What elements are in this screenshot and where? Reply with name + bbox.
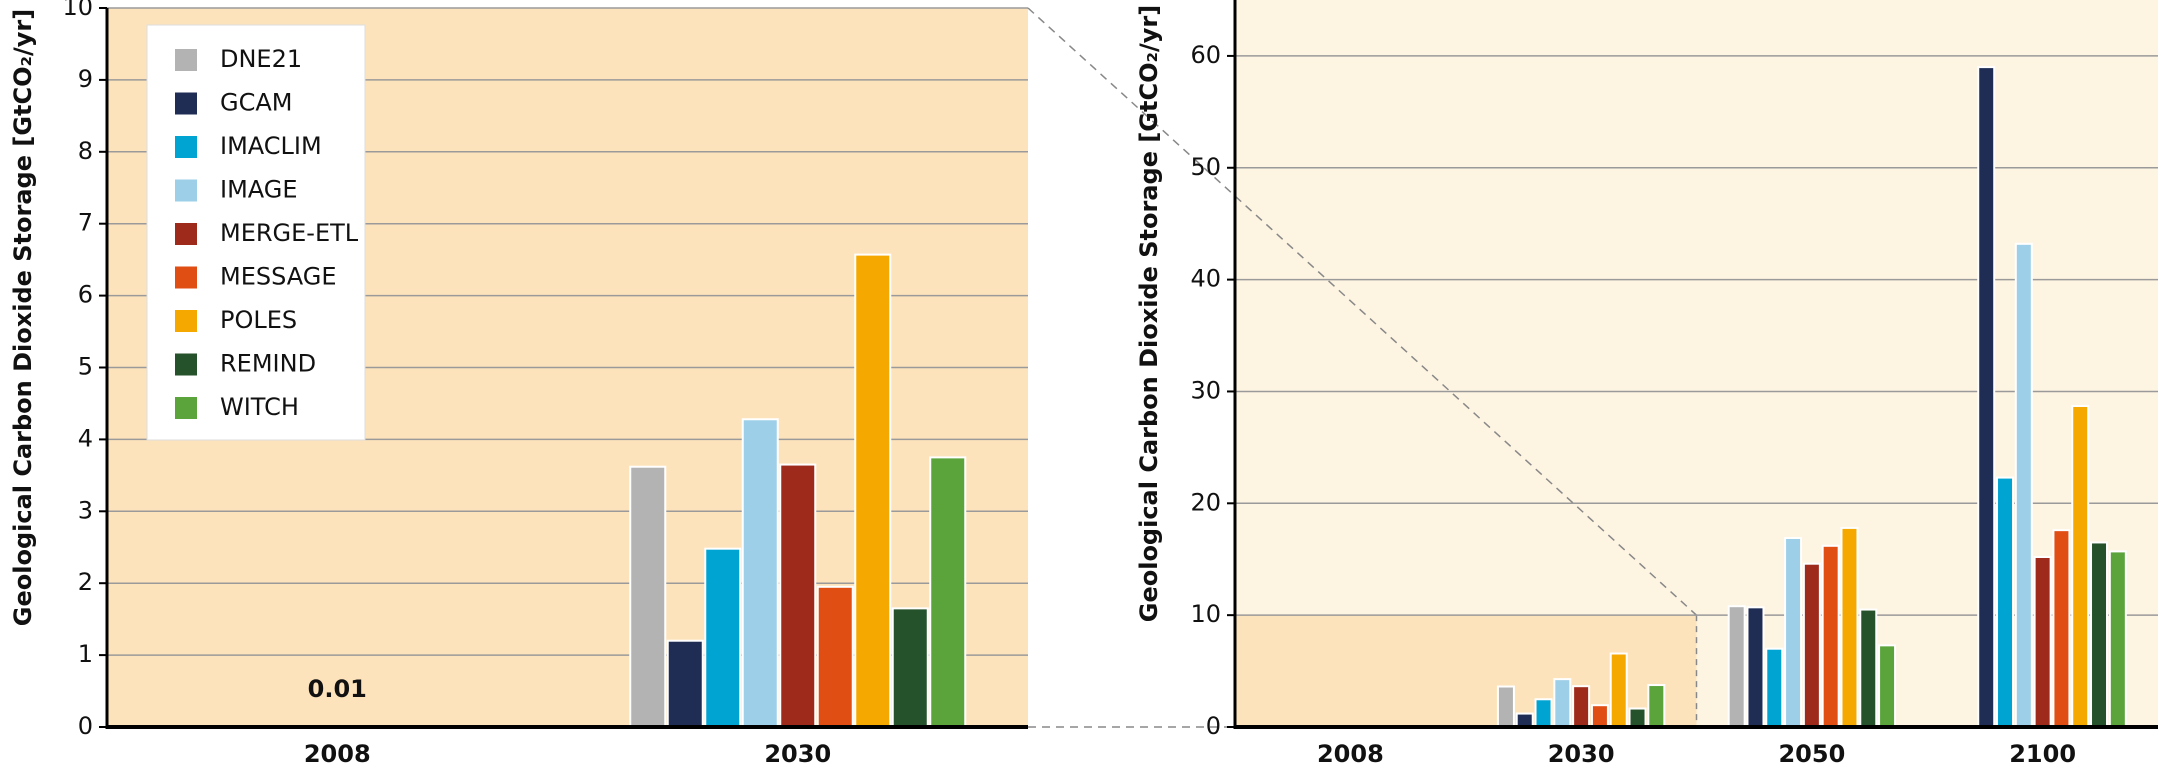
legend-label: POLES [220,306,297,334]
bar [1727,605,1746,729]
annotation: 0.01 [308,675,367,703]
y-tick-label: 20 [1190,488,1221,516]
bar [2090,541,2109,729]
y-tick-label: 1 [78,640,93,668]
bar [1784,536,1803,728]
x-tick-label: 2100 [2009,740,2076,768]
y-tick-label: 50 [1190,153,1221,181]
bar [1802,562,1821,728]
y-tick-label: 5 [78,353,93,381]
y-tick-label: 60 [1190,41,1221,69]
legend-swatch [175,397,197,419]
x-tick-label: 2030 [1548,740,1615,768]
legend-swatch [175,353,197,376]
legend-swatch [175,223,197,245]
legend-swatch [175,179,197,202]
bar [1821,544,1840,728]
bar [666,639,704,728]
bar [1590,704,1609,729]
legend-swatch [175,136,197,158]
bar [2033,555,2052,728]
bar [1496,685,1515,729]
bar [2108,550,2127,729]
y-tick-label: 10 [62,0,93,21]
bar [1647,684,1666,728]
x-tick-label: 2050 [1778,740,1845,768]
legend-swatch [175,266,197,289]
y-axis-label: Geological Carbon Dioxide Storage [GtCO₂… [1135,5,1163,622]
y-tick-label: 2 [78,568,93,596]
bar [704,547,742,728]
bar [1746,606,1765,728]
bar [1840,526,1859,728]
y-tick-label: 0 [1206,712,1221,740]
bar [1977,66,1996,729]
bar [629,465,667,728]
legend-label: IMACLIM [220,132,322,160]
bar [779,463,817,728]
bar [891,607,929,728]
bar [1628,707,1647,729]
legend-label: DNE21 [220,45,302,73]
bar [1515,712,1534,729]
legend-swatch [175,49,197,71]
legend-swatch [175,92,197,115]
y-tick-label: 8 [78,137,93,165]
y-tick-label: 4 [78,424,93,452]
legend-label: REMIND [220,350,316,378]
x-tick-label: 2008 [1317,740,1384,768]
y-tick-label: 40 [1190,265,1221,293]
legend-label: WITCH [220,393,299,421]
bar [2052,529,2071,728]
legend-label: IMAGE [220,176,298,204]
y-tick-label: 0 [78,712,93,740]
y-tick-label: 30 [1190,376,1221,404]
y-tick-label: 10 [1190,600,1221,628]
y-tick-label: 6 [78,281,93,309]
y-tick-label: 7 [78,209,93,237]
x-tick-label: 2008 [304,740,371,768]
legend-swatch [175,310,197,332]
y-axis-label: Geological Carbon Dioxide Storage [GtCO₂… [9,9,37,626]
y-tick-label: 3 [78,496,93,524]
zoom-connector [1027,7,1698,616]
legend-label: MESSAGE [220,263,337,291]
bar [1765,647,1784,729]
bar [1572,685,1591,728]
bar [1553,678,1572,728]
y-tick-label: 9 [78,65,93,93]
legend-label: GCAM [220,89,292,117]
x-tick-label: 2030 [764,740,831,768]
bar [854,253,892,728]
bar [929,456,967,728]
bar [1859,608,1878,728]
bar [2071,405,2090,728]
bar [816,585,854,728]
legend-label: MERGE-ETL [220,219,359,247]
bar [1996,476,2015,728]
bar [1878,644,1897,728]
bar [741,418,779,728]
bar [2014,242,2033,728]
bar [1534,698,1553,728]
bar [1609,652,1628,729]
